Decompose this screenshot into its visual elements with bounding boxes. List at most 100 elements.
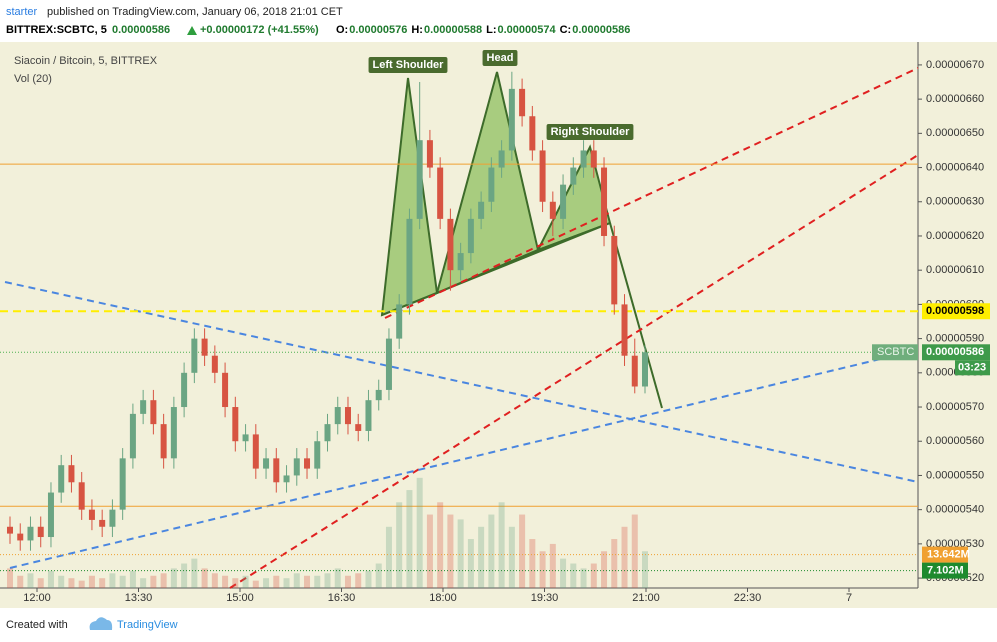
x-tick-label: 22:30 — [734, 592, 762, 604]
candle-body — [334, 407, 341, 425]
candle-body — [365, 400, 372, 431]
volume-bar — [201, 568, 208, 588]
annotation: Head — [487, 52, 514, 64]
chart-title: Siacoin / Bitcoin, 5, BITTREX — [14, 55, 158, 67]
volume-bar — [181, 563, 188, 588]
footer-bg — [0, 608, 997, 642]
annotation-box — [482, 50, 518, 66]
y-tick-label: 0.00000540 — [926, 504, 984, 516]
volume-bar — [529, 539, 536, 588]
candle-body — [426, 140, 433, 168]
candle-body — [293, 458, 300, 476]
volume-marker-label: 7.102M — [927, 565, 964, 577]
volume-bar — [375, 563, 382, 588]
volume-bar — [191, 558, 198, 588]
trend-line — [229, 154, 919, 589]
candle-body — [119, 458, 126, 510]
candle-body — [58, 465, 65, 493]
candle-body — [252, 434, 259, 469]
volume-bar — [252, 580, 259, 588]
candle-body — [88, 509, 95, 520]
price-marker — [922, 344, 990, 361]
candle-body — [344, 407, 351, 425]
candle-body — [437, 167, 444, 219]
y-tick-label: 0.00000620 — [926, 230, 984, 242]
countdown-box — [955, 360, 990, 376]
volume-bar — [47, 570, 54, 588]
volume-bar — [539, 551, 546, 588]
annotation-box — [368, 57, 448, 73]
volume-bar — [304, 575, 311, 588]
candle-body — [242, 434, 249, 442]
target-line — [609, 222, 663, 409]
candle-body — [283, 475, 290, 483]
volume-bar — [88, 575, 95, 588]
candle-body — [529, 116, 536, 151]
y-tick-label: 0.00000560 — [926, 435, 984, 447]
volume-bar — [385, 526, 392, 588]
x-tick-label: 13:30 — [125, 592, 153, 604]
candle-body — [324, 424, 331, 442]
volume-bar — [344, 575, 351, 588]
candle-body — [549, 201, 556, 219]
volume-bar — [601, 551, 608, 588]
volume-bar — [37, 578, 44, 588]
volume-bar — [426, 514, 433, 588]
x-tick-label: 18:00 — [429, 592, 457, 604]
volume-bar — [437, 502, 444, 588]
volume-bar — [355, 573, 362, 588]
candle-body — [406, 218, 413, 305]
y-tick-label: 0.00000590 — [926, 333, 984, 345]
change: +0.00000172 (+41.55%) — [200, 24, 319, 36]
volume-marker — [922, 546, 968, 563]
y-tick-label: 0.00000610 — [926, 264, 984, 276]
volume-bar — [263, 578, 270, 588]
y-tick-label: 0.00000650 — [926, 127, 984, 139]
volume-bar — [232, 578, 239, 588]
countdown: 03:23 — [958, 362, 986, 374]
candle-body — [140, 400, 147, 414]
candle-body — [37, 526, 44, 538]
candle-body — [570, 167, 577, 185]
volume-bar — [642, 551, 648, 588]
volume-bar — [283, 578, 290, 588]
volume-bar — [447, 514, 454, 588]
candle-body — [519, 88, 526, 117]
candle-body — [78, 482, 85, 510]
candle-body — [457, 253, 464, 271]
y-tick-label: 0.00000670 — [926, 59, 984, 71]
candle-body — [273, 458, 280, 483]
volume-bar — [467, 539, 474, 588]
footer-brand[interactable]: TradingView — [117, 619, 178, 631]
candle-body — [109, 509, 116, 527]
candle-body — [99, 519, 106, 527]
candle-body — [508, 88, 515, 151]
candle-body — [498, 150, 505, 168]
symbol-tag-label: SCBTC — [877, 346, 914, 358]
volume-bar — [416, 477, 423, 588]
volume-bar — [27, 573, 34, 588]
volume-bar — [457, 519, 464, 588]
ohlc-value: 0.00000574 — [497, 24, 556, 36]
volume-marker — [922, 562, 968, 579]
ohlc-value: 0.00000588 — [424, 24, 482, 36]
volume-bar — [211, 573, 218, 588]
volume-bar — [314, 575, 321, 588]
x-tick-label: 15:00 — [226, 592, 254, 604]
volume-bar — [396, 502, 403, 588]
volume-bar — [621, 526, 628, 588]
candle-body — [385, 338, 392, 390]
candle-body — [416, 140, 423, 219]
candle-body — [467, 218, 474, 254]
candle-body — [642, 352, 648, 387]
publisher[interactable]: starter — [6, 6, 38, 18]
volume-bar — [68, 578, 75, 588]
volume-bar — [488, 514, 495, 588]
volume-bar — [160, 573, 167, 588]
candle-body — [68, 465, 75, 483]
candle-body — [488, 167, 495, 202]
volume-bar — [273, 575, 280, 588]
volume-bar — [334, 568, 341, 588]
